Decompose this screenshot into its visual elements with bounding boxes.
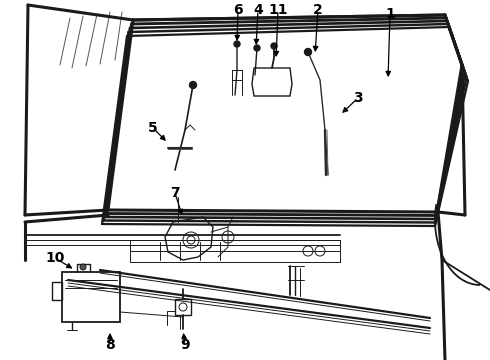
Text: 4: 4 (253, 3, 263, 17)
Text: 11: 11 (268, 3, 288, 17)
Text: 2: 2 (313, 3, 323, 17)
Circle shape (254, 45, 260, 51)
Text: 6: 6 (233, 3, 243, 17)
Circle shape (304, 49, 312, 55)
Circle shape (190, 81, 196, 89)
Circle shape (271, 43, 277, 49)
FancyBboxPatch shape (62, 272, 120, 322)
Text: 3: 3 (353, 91, 363, 105)
Text: 8: 8 (105, 338, 115, 352)
Text: 9: 9 (180, 338, 190, 352)
Text: 5: 5 (148, 121, 158, 135)
Circle shape (234, 41, 240, 47)
Text: 10: 10 (45, 251, 65, 265)
Text: 7: 7 (170, 186, 180, 200)
Circle shape (80, 264, 86, 270)
Text: 1: 1 (385, 7, 395, 21)
